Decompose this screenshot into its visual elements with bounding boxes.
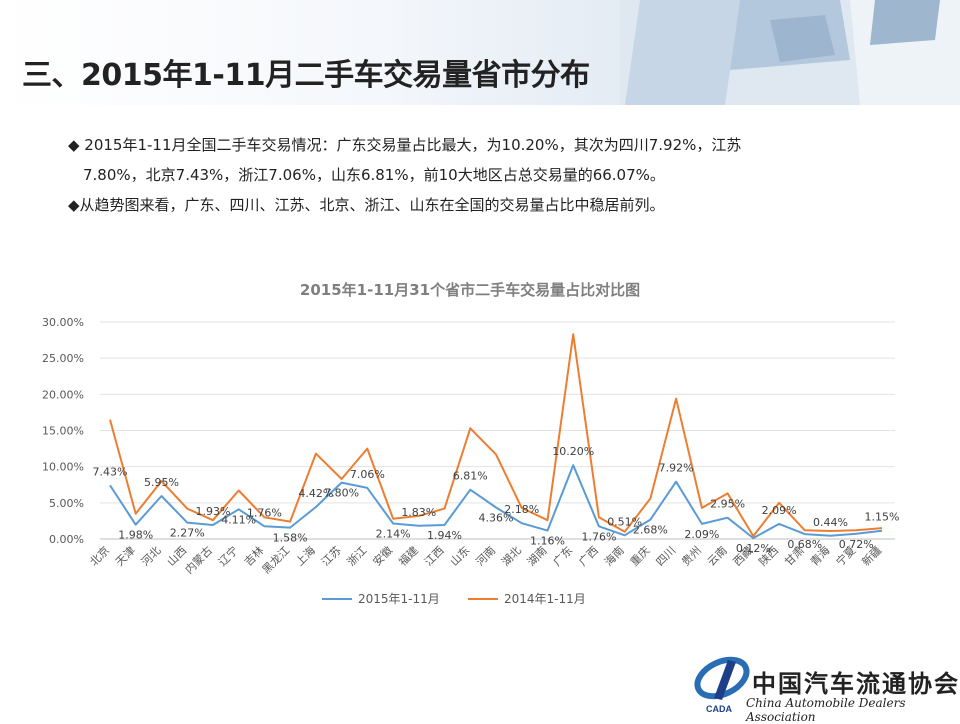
x-tick-label: 辽宁 [215,543,240,568]
data-label: 0.68% [787,538,822,551]
data-label: 2.68% [633,524,668,537]
x-tick-label: 湖北 [499,544,524,569]
data-label: 1.93% [195,505,230,518]
logo-text: CADA [706,704,732,714]
data-label: 1.83% [401,506,436,519]
x-tick-label: 浙江 [345,544,370,569]
x-tick-label: 河南 [473,544,498,569]
x-tick-label: 江苏 [319,544,344,569]
data-label: 7.43% [93,465,128,478]
data-label: 7.80% [324,487,359,500]
legend-label-1: 2014年1-11月 [504,592,586,606]
data-label: 1.15% [865,511,900,524]
x-tick-label: 黑龙江 [260,544,293,577]
bullet-line-1: ◆ 2015年1-11月全国二手车交易情况：广东交易量占比最大，为10.20%，… [68,136,742,154]
chart-title: 2015年1-11月31个省市二手车交易量占比对比图 [300,281,640,299]
x-tick-label: 广西 [576,544,601,569]
y-tick-label: 20.00% [42,388,84,401]
data-label: 0.12% [736,542,771,555]
data-label: 2.14% [376,528,411,541]
data-label: 5.95% [144,476,179,489]
x-tick-label: 福建 [395,543,420,568]
y-tick-label: 5.00% [49,497,84,510]
bullet-line-3: ◆从趋势图来看，广东、四川、江苏、北京、浙江、山东在全国的交易量占比中稳居前列。 [68,196,665,214]
x-tick-label: 天津 [113,544,138,569]
y-tick-label: 30.00% [42,316,84,329]
data-label: 0.72% [839,538,874,551]
y-tick-label: 25.00% [42,352,84,365]
x-tick-label: 山东 [448,544,473,569]
x-tick-label: 重庆 [627,543,652,568]
data-label: 4.36% [479,511,514,524]
x-tick-label: 广东 [551,544,576,569]
data-label: 1.94% [427,529,462,542]
data-label: 4.11% [221,513,256,526]
x-tick-label: 云南 [705,544,730,569]
x-tick-label: 贵州 [679,544,704,569]
data-label: 7.92% [659,462,694,475]
data-label: 1.98% [118,529,153,542]
x-tick-label: 上海 [293,543,318,568]
org-name-cn: 中国汽车流通协会 [752,669,960,698]
data-label: 10.20% [552,445,594,458]
data-label: 1.76% [247,506,282,519]
series-line-0 [109,464,883,540]
y-tick-label: 15.00% [42,425,84,438]
data-label: 6.81% [453,470,488,483]
data-label: 1.16% [530,535,565,548]
legend-label-0: 2015年1-11月 [358,592,440,606]
line-chart: 2015年1-11月31个省市二手车交易量占比对比图 0.00% 5.00% 10.0… [42,281,900,606]
data-label: 2.18% [504,503,539,516]
x-tick-label: 内蒙古 [182,543,215,576]
data-label: 2.27% [170,527,205,540]
y-tick-label: 10.00% [42,461,84,474]
series-line-1 [109,333,883,538]
x-tick-label: 北京 [87,543,112,568]
x-tick-label: 安徽 [370,543,395,568]
data-label: 7.06% [350,468,385,481]
data-label: 4.42% [298,487,333,500]
data-label: 0.44% [813,516,848,529]
data-label: 1.76% [581,530,616,543]
x-tick-label: 湖南 [525,544,550,569]
summary-bullets: ◆ 2015年1-11月全国二手车交易情况：广东交易量占比最大，为10.20%，… [68,130,918,220]
data-label: 0.51% [607,515,642,528]
x-tick-label: 四川 [654,544,679,569]
x-tick-label: 江西 [422,544,447,569]
cada-logo: CADA [694,656,750,714]
x-tick-label: 河北 [139,544,164,569]
y-tick-label: 0.00% [49,533,84,546]
header-decoration [620,0,960,105]
page-title: 三、2015年1-11月二手车交易量省市分布 [22,58,590,93]
x-tick-label: 海南 [601,543,626,568]
data-label: 2.09% [762,504,797,517]
bullet-line-2: 7.80%，北京7.43%，浙江7.06%，山东6.81%，前10大地区占总交易… [83,166,665,184]
data-label: 2.95% [710,498,745,511]
data-label: 1.58% [273,532,308,545]
data-label: 2.09% [684,528,719,541]
